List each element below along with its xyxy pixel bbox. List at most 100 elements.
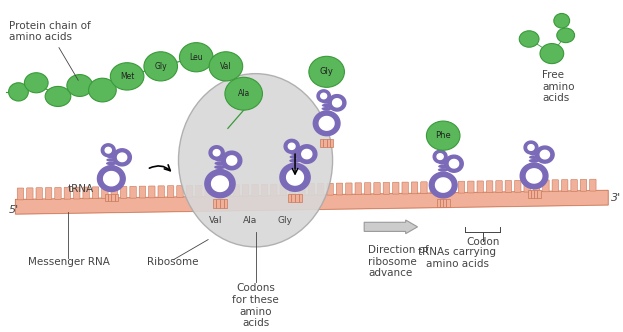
- Bar: [528, 190, 531, 198]
- Ellipse shape: [178, 74, 333, 247]
- Polygon shape: [445, 155, 464, 172]
- Text: 5': 5': [9, 206, 19, 215]
- Ellipse shape: [289, 159, 301, 163]
- Polygon shape: [526, 169, 542, 183]
- FancyBboxPatch shape: [477, 181, 483, 193]
- Ellipse shape: [557, 28, 574, 42]
- FancyBboxPatch shape: [36, 188, 42, 200]
- Ellipse shape: [107, 158, 117, 162]
- Ellipse shape: [530, 166, 539, 169]
- Ellipse shape: [107, 172, 115, 176]
- Bar: [326, 139, 330, 147]
- Bar: [447, 200, 450, 207]
- Ellipse shape: [290, 170, 300, 174]
- Text: Protein chain of
amino acids: Protein chain of amino acids: [9, 21, 90, 80]
- FancyBboxPatch shape: [374, 183, 380, 194]
- Polygon shape: [297, 145, 317, 163]
- Ellipse shape: [439, 161, 448, 165]
- FancyBboxPatch shape: [561, 180, 568, 192]
- Bar: [537, 190, 541, 198]
- FancyBboxPatch shape: [515, 180, 521, 192]
- FancyBboxPatch shape: [552, 180, 559, 192]
- FancyBboxPatch shape: [270, 184, 277, 196]
- FancyBboxPatch shape: [186, 185, 193, 197]
- Text: Val: Val: [220, 62, 232, 71]
- Polygon shape: [284, 139, 299, 153]
- Polygon shape: [536, 146, 554, 163]
- FancyBboxPatch shape: [571, 180, 578, 191]
- Bar: [443, 200, 447, 207]
- FancyBboxPatch shape: [92, 187, 98, 199]
- Ellipse shape: [438, 168, 449, 172]
- FancyBboxPatch shape: [111, 187, 118, 199]
- FancyBboxPatch shape: [364, 183, 371, 195]
- FancyBboxPatch shape: [280, 184, 287, 196]
- FancyBboxPatch shape: [102, 187, 108, 199]
- Polygon shape: [524, 141, 538, 154]
- Ellipse shape: [144, 52, 178, 81]
- Ellipse shape: [290, 151, 300, 155]
- Polygon shape: [319, 117, 334, 130]
- Bar: [288, 194, 292, 202]
- FancyBboxPatch shape: [120, 187, 127, 198]
- FancyBboxPatch shape: [430, 182, 437, 194]
- Polygon shape: [118, 153, 126, 162]
- Ellipse shape: [323, 117, 331, 121]
- FancyBboxPatch shape: [252, 184, 259, 196]
- FancyBboxPatch shape: [346, 183, 352, 195]
- Ellipse shape: [530, 148, 538, 152]
- Ellipse shape: [438, 172, 448, 175]
- FancyBboxPatch shape: [214, 185, 221, 197]
- Ellipse shape: [439, 175, 448, 179]
- FancyBboxPatch shape: [17, 188, 24, 200]
- Polygon shape: [435, 178, 451, 192]
- Ellipse shape: [215, 173, 225, 177]
- Polygon shape: [302, 149, 312, 159]
- Ellipse shape: [209, 52, 243, 81]
- Bar: [298, 194, 302, 202]
- FancyBboxPatch shape: [327, 183, 333, 195]
- Polygon shape: [16, 190, 608, 214]
- Polygon shape: [213, 150, 220, 156]
- Text: Codons
for these
amino
acids: Codons for these amino acids: [232, 284, 279, 328]
- Polygon shape: [520, 163, 548, 189]
- FancyBboxPatch shape: [468, 181, 474, 193]
- Bar: [292, 194, 295, 202]
- Ellipse shape: [108, 175, 115, 179]
- Text: Met: Met: [120, 72, 135, 81]
- Polygon shape: [449, 159, 459, 168]
- Ellipse shape: [529, 159, 540, 162]
- FancyBboxPatch shape: [242, 185, 249, 197]
- FancyBboxPatch shape: [383, 182, 389, 194]
- Ellipse shape: [107, 151, 116, 155]
- Polygon shape: [317, 90, 330, 102]
- Ellipse shape: [309, 56, 345, 87]
- FancyBboxPatch shape: [261, 184, 268, 196]
- FancyBboxPatch shape: [355, 183, 361, 195]
- Bar: [320, 139, 323, 147]
- Ellipse shape: [322, 114, 331, 117]
- FancyBboxPatch shape: [139, 186, 146, 198]
- Text: Ribosome: Ribosome: [147, 257, 198, 267]
- Ellipse shape: [439, 182, 447, 185]
- FancyBboxPatch shape: [130, 186, 136, 198]
- FancyBboxPatch shape: [299, 184, 305, 196]
- Bar: [216, 200, 220, 208]
- Ellipse shape: [106, 162, 117, 165]
- Bar: [330, 139, 333, 147]
- Bar: [112, 194, 115, 202]
- Text: Phe: Phe: [435, 131, 451, 140]
- FancyBboxPatch shape: [318, 183, 324, 195]
- Text: Ala: Ala: [242, 216, 257, 225]
- FancyBboxPatch shape: [336, 183, 343, 195]
- FancyBboxPatch shape: [224, 185, 230, 197]
- Polygon shape: [333, 99, 341, 107]
- Ellipse shape: [216, 177, 224, 180]
- FancyBboxPatch shape: [205, 185, 211, 197]
- Bar: [105, 194, 108, 202]
- FancyBboxPatch shape: [45, 188, 52, 200]
- Ellipse shape: [529, 162, 539, 166]
- Text: tRNA: tRNA: [68, 184, 94, 194]
- Text: tRNAs carrying
amino acids: tRNAs carrying amino acids: [418, 247, 496, 269]
- FancyBboxPatch shape: [168, 186, 174, 198]
